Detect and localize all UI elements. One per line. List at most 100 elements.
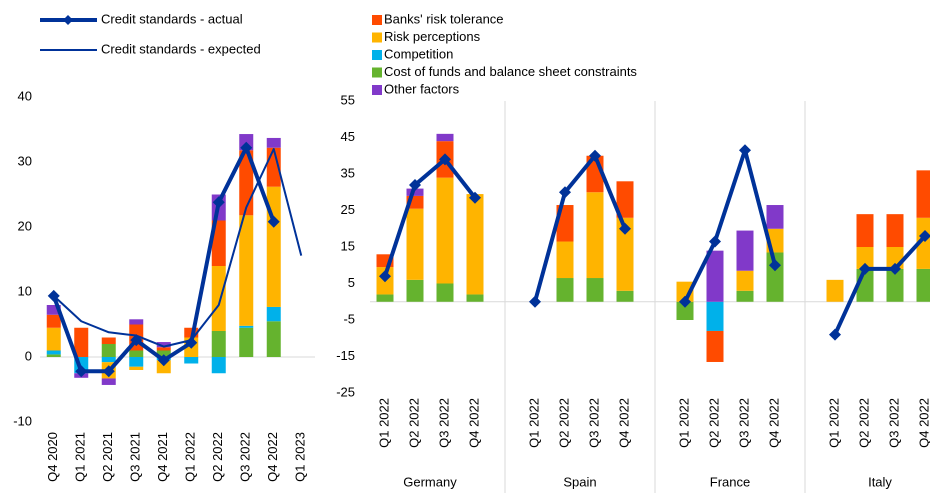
bar-segment (184, 357, 199, 364)
bar-segment (156, 350, 171, 357)
x-tick-label: Q2 2022 (856, 398, 871, 448)
line-marker (589, 149, 601, 162)
bar-segment (616, 217, 634, 291)
legend-swatch (372, 15, 382, 25)
x-tick-label: Q2 2022 (210, 432, 225, 482)
line-marker (919, 230, 930, 243)
bar-segment (46, 305, 61, 315)
bar-segment (856, 247, 874, 269)
y-tick-label: 15 (341, 238, 355, 253)
bar-segment (101, 337, 116, 344)
bar-segment (129, 366, 144, 370)
y-tick-label: 45 (341, 129, 355, 144)
bar-segment (736, 270, 754, 291)
bar-segment (736, 290, 754, 302)
line-marker (709, 235, 721, 248)
bar-segment (239, 327, 254, 357)
bar-segment (101, 378, 116, 385)
line-marker (157, 354, 170, 367)
legend-label: Banks' risk tolerance (384, 11, 504, 26)
y-tick-label: 55 (341, 92, 355, 107)
line-marker (409, 178, 421, 191)
bar-segment (856, 214, 874, 247)
bar-segment (616, 181, 634, 218)
x-tick-label: Q1 2022 (183, 432, 198, 482)
bar-segment (211, 357, 226, 374)
x-tick-label: Q2 2022 (556, 398, 571, 448)
bar-segment (586, 278, 604, 302)
bar-segment (156, 342, 171, 348)
bar-segment (466, 294, 484, 302)
bar-segment (886, 268, 904, 302)
y-tick-label: -25 (336, 384, 355, 399)
bar-segment (46, 314, 61, 328)
bar-segment (129, 350, 144, 357)
bar-segment (266, 306, 281, 322)
bar-segment (46, 350, 61, 355)
legend-swatch (372, 32, 382, 43)
bar-segment (156, 347, 171, 351)
bar-segment (46, 354, 61, 357)
legend-swatch (372, 67, 382, 78)
x-tick-label: Q4 2022 (466, 398, 481, 448)
x-tick-label: Q4 2022 (766, 398, 781, 448)
line-marker (739, 144, 751, 157)
bar-segment (556, 241, 574, 279)
group-label: France (710, 474, 750, 489)
y-tick-label: 30 (18, 153, 32, 168)
x-tick-label: Q3 2022 (736, 398, 751, 448)
line-marker (859, 262, 871, 275)
bar-segment (74, 327, 89, 357)
line-marker (829, 328, 841, 341)
bar-segment (266, 321, 281, 357)
x-tick-label: Q4 2020 (45, 432, 60, 482)
bar-segment (706, 250, 724, 302)
bar-segment (826, 279, 844, 302)
x-tick-label: Q3 2022 (436, 398, 451, 448)
line-marker (212, 196, 225, 209)
x-tick-label: Q1 2022 (526, 398, 541, 448)
bar-segment (211, 331, 226, 357)
group-label: Italy (868, 474, 892, 489)
y-tick-label: -10 (13, 413, 32, 428)
legend-label: Competition (384, 46, 453, 61)
x-tick-label: Q3 2022 (238, 432, 253, 482)
x-tick-label: Q4 2022 (916, 398, 930, 448)
x-tick-label: Q4 2022 (616, 398, 631, 448)
bar-segment (436, 283, 454, 302)
y-tick-label: -5 (343, 311, 355, 326)
line-marker (529, 295, 541, 308)
line-series (53, 148, 303, 348)
bar-segment (706, 301, 724, 331)
x-tick-label: Q4 2021 (155, 432, 170, 482)
legend-swatch (372, 85, 382, 95)
line-marker (185, 336, 198, 349)
y-tick-label: 10 (18, 283, 32, 298)
x-tick-label: Q2 2022 (706, 398, 721, 448)
x-tick-label: Q1 2023 (293, 432, 308, 482)
bar-segment (916, 217, 930, 269)
group-label: Spain (563, 474, 596, 489)
bar-segment (736, 230, 754, 271)
legend-marker (63, 15, 73, 25)
legend-label: Credit standards - actual (101, 11, 243, 26)
bar-segment (156, 360, 171, 374)
group-label: Germany (403, 474, 457, 489)
y-tick-label: 40 (18, 88, 32, 103)
line-marker (379, 270, 391, 283)
bar-segment (101, 344, 116, 357)
x-tick-label: Q3 2021 (128, 432, 143, 482)
legend-label: Cost of funds and balance sheet constrai… (384, 64, 637, 79)
bar-segment (129, 357, 144, 367)
bar-segment (129, 319, 144, 325)
line-marker (679, 295, 691, 308)
x-tick-label: Q1 2022 (826, 398, 841, 448)
bar-segment (239, 215, 254, 326)
line-series (833, 234, 927, 336)
bar-segment (466, 194, 484, 295)
x-tick-label: Q1 2021 (73, 432, 88, 482)
y-tick-label: 20 (18, 218, 32, 233)
bar-segment (239, 325, 254, 328)
bar-segment (211, 220, 226, 266)
y-tick-label: 5 (348, 275, 355, 290)
